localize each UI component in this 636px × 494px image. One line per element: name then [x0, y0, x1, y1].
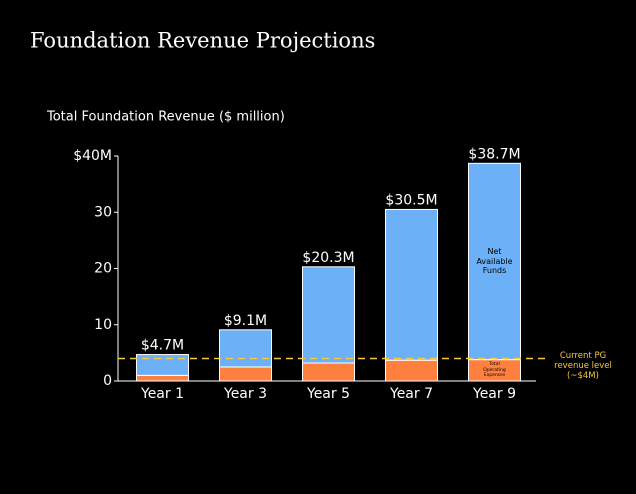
bar-segment	[468, 162, 521, 361]
y-tick-label: 20	[94, 261, 112, 277]
y-tick-label: 30	[94, 204, 112, 220]
x-tick-label: Year 7	[389, 386, 433, 402]
series-label: Net Available Funds	[476, 246, 513, 276]
y-tick-label: 0	[103, 373, 112, 389]
x-tick-label: Year 3	[223, 386, 267, 402]
reference-label: Current PG revenue level (~$4M)	[554, 351, 612, 382]
x-tick-label: Year 5	[306, 386, 350, 402]
total-label: $20.3M	[302, 250, 354, 266]
y-tick-label: 10	[94, 317, 112, 333]
total-label: $30.5M	[385, 192, 437, 208]
bar-segment	[219, 366, 272, 382]
total-label: $38.7M	[468, 146, 520, 162]
chart-subtitle: Total Foundation Revenue ($ million)	[46, 110, 285, 125]
bar-segment	[136, 374, 189, 382]
bar-segment	[136, 354, 189, 376]
y-tick-label: $40M	[73, 148, 112, 164]
bar-segment	[302, 362, 355, 382]
bar-segment	[302, 266, 355, 364]
x-tick-label: Year 1	[140, 386, 184, 402]
total-label: $9.1M	[224, 313, 267, 329]
total-label: $4.7M	[141, 338, 184, 354]
x-tick-label: Year 9	[472, 386, 516, 402]
bar-segment	[385, 208, 438, 361]
series-label: Total Operating Expenses	[483, 362, 506, 379]
bar-segment	[219, 329, 272, 368]
bar-segment	[385, 359, 438, 382]
chart-title: Foundation Revenue Projections	[30, 29, 375, 53]
